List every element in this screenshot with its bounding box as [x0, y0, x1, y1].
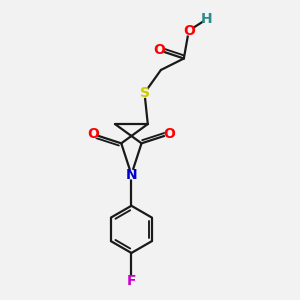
- Circle shape: [184, 26, 193, 35]
- Text: F: F: [127, 274, 136, 288]
- Circle shape: [127, 170, 136, 179]
- Circle shape: [203, 16, 210, 22]
- Text: O: O: [164, 127, 175, 141]
- Circle shape: [140, 89, 149, 97]
- Text: H: H: [201, 12, 213, 26]
- Circle shape: [155, 46, 164, 55]
- Text: S: S: [140, 86, 149, 100]
- Circle shape: [165, 130, 174, 139]
- Text: O: O: [153, 43, 165, 57]
- Text: O: O: [87, 127, 99, 141]
- Circle shape: [89, 130, 98, 139]
- Text: N: N: [126, 167, 137, 182]
- Text: O: O: [183, 24, 195, 38]
- Circle shape: [127, 277, 136, 285]
